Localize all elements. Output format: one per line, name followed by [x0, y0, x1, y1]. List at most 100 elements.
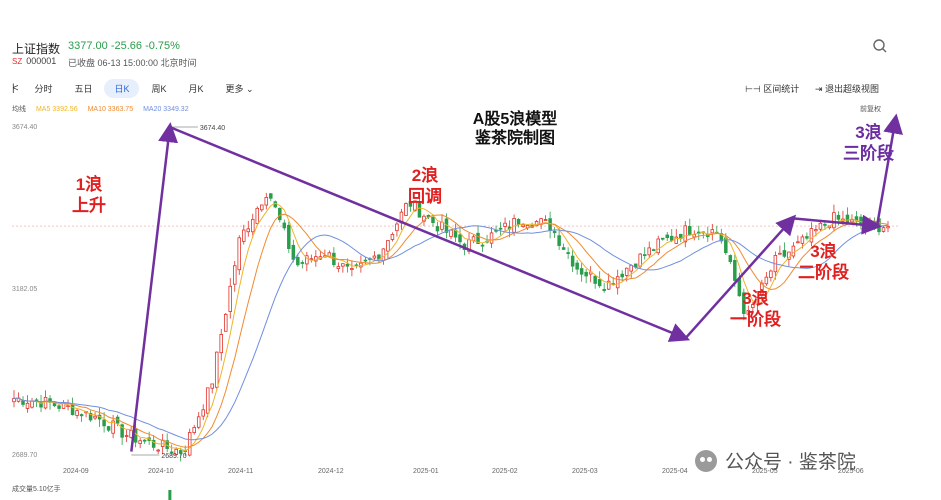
candle-up — [233, 265, 237, 285]
candle-down — [70, 404, 75, 416]
candle-up — [683, 225, 688, 243]
candle-down — [665, 234, 669, 238]
wave-arrow-3 — [684, 214, 797, 340]
candle-up — [242, 229, 246, 242]
candle-down — [566, 252, 570, 254]
candle-down — [88, 412, 93, 421]
tab-weekly-k[interactable]: 周K — [151, 83, 167, 94]
chart-title: A股5浪模型 鉴茶院制图 — [460, 110, 570, 148]
wave-label-3b: 3浪 二阶段 — [798, 241, 849, 283]
candle-up — [778, 252, 782, 255]
candle-down — [728, 255, 733, 262]
candle-up — [624, 267, 629, 276]
ma20-value: MA20 3349.32 — [143, 106, 189, 113]
candle-down — [561, 247, 566, 250]
candle-up — [656, 238, 660, 254]
wave-arrow-2 — [169, 125, 691, 342]
candle-up — [800, 236, 805, 244]
adjust-mode[interactable]: 前复权 — [860, 106, 881, 113]
candle-down — [120, 424, 124, 438]
candle-up — [449, 229, 453, 237]
tab-daily-k[interactable]: 日K — [104, 78, 140, 98]
candle-up — [809, 228, 814, 243]
candle-down — [169, 451, 174, 454]
y-tick-low: 2689.70 — [12, 452, 38, 459]
candle-up — [341, 263, 345, 267]
candle-up — [228, 285, 232, 312]
x-tick: 2025-02 — [492, 468, 518, 475]
candle-up — [386, 240, 390, 252]
tab-monthly-k[interactable]: 月K — [188, 83, 204, 94]
tab-more[interactable]: 更多 ⌄ — [216, 79, 264, 98]
watermark: 公众号 · 鉴茶院 — [695, 447, 856, 474]
candle-up — [751, 304, 755, 308]
candle-up — [372, 255, 377, 259]
candle-up — [336, 266, 341, 269]
ma10-value: MA10 3363.75 — [87, 106, 134, 113]
ma20-line — [13, 224, 889, 441]
candle-down — [291, 244, 296, 260]
x-tick: 2025-05 — [752, 468, 778, 475]
wave-label-3a-text: 3浪 一阶段 — [730, 289, 781, 329]
ma5-value: MA5 3392.56 — [35, 106, 78, 113]
wave-label-3c-text: 3浪 三阶段 — [843, 123, 894, 163]
tab-five-day[interactable]: 五日 — [74, 83, 93, 94]
candle-up — [881, 227, 886, 232]
candle-up — [629, 264, 633, 272]
candle-down — [417, 202, 422, 218]
wave-arrow-5 — [875, 113, 903, 227]
exit-super-view-button[interactable]: ⇥ 退出超级视图 — [815, 82, 879, 95]
candle-down — [584, 271, 588, 277]
candle-up — [192, 427, 196, 434]
candle-up — [791, 245, 796, 257]
candle-up — [156, 449, 160, 452]
candle-up — [638, 253, 642, 267]
index-price-change: 3377.00 -25.66 -0.75% — [68, 40, 180, 52]
candle-down — [516, 218, 521, 225]
code-text: 000001 — [26, 56, 57, 66]
period-tabs: |< 分时 五日 日K 周K 月K 更多 ⌄ — [12, 78, 266, 98]
candle-up — [769, 270, 773, 278]
chart-panel — [0, 28, 906, 500]
candle-down — [552, 230, 557, 234]
high-marker-label: 3674.40 — [200, 125, 225, 132]
x-tick: 2025-06 — [838, 468, 864, 475]
candle-up — [138, 440, 142, 444]
candle-up — [615, 276, 620, 289]
wave-label-1: 1浪 上升 — [72, 174, 106, 216]
candle-down — [498, 227, 503, 230]
x-tick: 2025-04 — [662, 468, 688, 475]
candle-down — [39, 402, 43, 408]
candle-up — [314, 256, 318, 262]
candle-up — [710, 229, 715, 234]
candle-up — [246, 228, 251, 233]
chevron-down-icon: ⌄ — [243, 83, 254, 94]
candle-down — [287, 224, 291, 249]
candle-up — [327, 252, 332, 258]
x-tick: 2024-10 — [148, 468, 174, 475]
candle-up — [471, 236, 476, 242]
candle-up — [219, 334, 223, 354]
candle-down — [408, 201, 413, 207]
volume-bar — [168, 490, 172, 500]
collapse-sidebar-icon[interactable]: |< — [12, 82, 19, 94]
wave-label-3c: 3浪 三阶段 — [843, 122, 894, 164]
interval-stats-button[interactable]: ⊢⊣ 区间统计 — [745, 82, 799, 95]
candle-down — [782, 250, 787, 257]
search-icon[interactable] — [872, 38, 888, 54]
candle-up — [818, 222, 823, 230]
candle-down — [651, 249, 656, 252]
candle-up — [174, 448, 178, 455]
candle-up — [264, 197, 269, 206]
candle-down — [570, 255, 575, 267]
candle-up — [489, 232, 494, 244]
candle-up — [440, 221, 444, 230]
exit-view-icon: ⇥ — [815, 84, 826, 94]
tab-intraday[interactable]: 分时 — [34, 83, 53, 94]
candle-up — [886, 226, 890, 229]
candle-down — [300, 262, 305, 264]
candle-up — [832, 212, 836, 229]
y-tick-mid: 3182.05 — [12, 286, 38, 293]
ruler-icon: ⊢⊣ — [745, 84, 764, 94]
index-code: SZ 000001 — [12, 56, 56, 66]
